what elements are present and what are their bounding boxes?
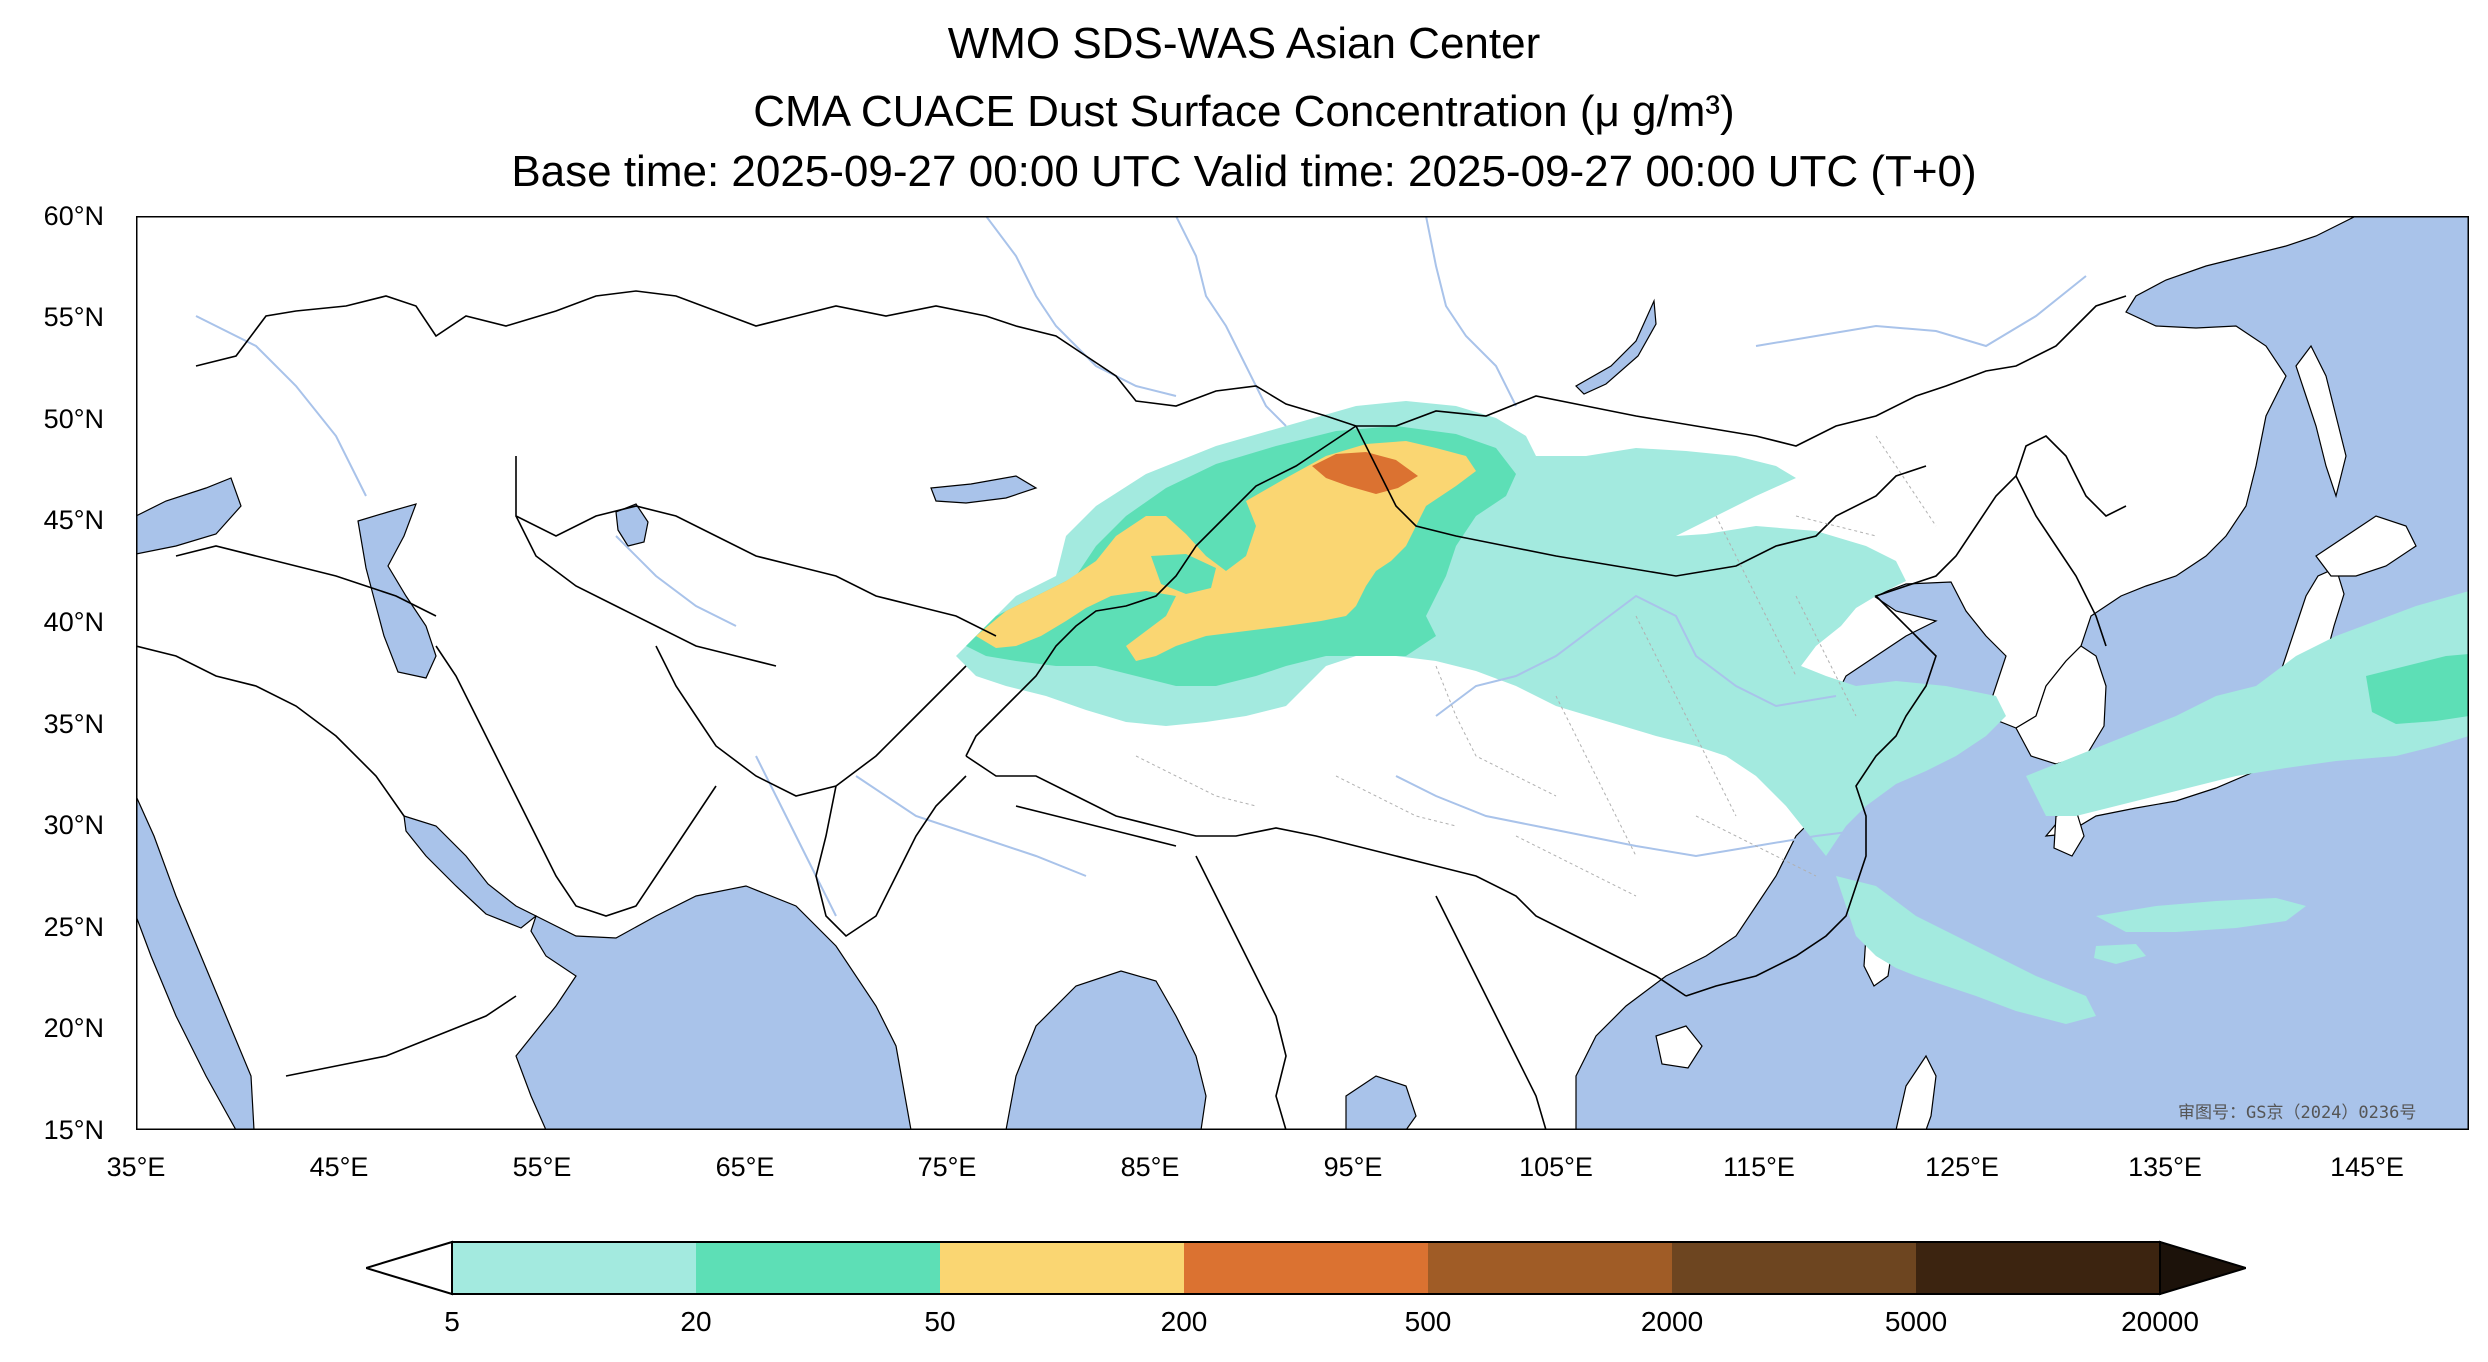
colorbar-label-2000: 2000: [1640, 1306, 1704, 1337]
arabian-sea: [515, 885, 912, 1130]
colorbar-over-arrow: [2159, 1240, 2246, 1296]
lat-label-30: 30°N: [43, 810, 104, 840]
lat-label-60: 60°N: [43, 201, 104, 231]
province-borders: [1135, 435, 1937, 897]
lat-label-25: 25°N: [43, 912, 104, 942]
border-china-coast: [1685, 435, 2127, 997]
lake-baikal: [1575, 298, 1657, 395]
map-frame: [136, 216, 2469, 1130]
river-yenisei: [1425, 216, 1517, 407]
lon-label-75: 75°E: [917, 1152, 977, 1182]
colorbar-seg-50-200: [940, 1242, 1184, 1294]
colorbar-label-5000: 5000: [1884, 1306, 1948, 1337]
caspian-sea: [357, 503, 437, 679]
korea: [2015, 645, 2107, 765]
colorbar-seg-200-500: [1184, 1242, 1428, 1294]
lon-label-115: 115°E: [1723, 1152, 1795, 1182]
dust-level-5-20-patch: [2096, 898, 2306, 932]
lon-label-45: 45°E: [309, 1152, 369, 1182]
border-russia-kazakhstan: [195, 290, 1357, 427]
dust-level-200-500: [1312, 452, 1418, 494]
river-ob: [1175, 216, 1287, 427]
river-amu-darya: [615, 535, 737, 627]
red-sea: [136, 795, 255, 1130]
colorbar: [366, 1240, 2246, 1296]
chart-subtitle: CMA CUACE Dust Surface Concentration (μ …: [753, 87, 1735, 136]
lon-label-85: 85°E: [1120, 1152, 1180, 1182]
lon-label-55: 55°E: [512, 1152, 572, 1182]
border-uzbekistan-turkmenistan: [515, 515, 777, 667]
black-sea: [136, 477, 242, 555]
colorbar-seg-20-50: [696, 1242, 940, 1294]
colorbar-label-20: 20: [680, 1306, 712, 1337]
dust-concentration-map: [136, 216, 2469, 1130]
lon-label-145: 145°E: [2330, 1152, 2404, 1182]
river-ganges: [855, 775, 1087, 877]
border-laos-vietnam: [1435, 895, 1547, 1130]
bay-of-bengal: [1005, 970, 1207, 1130]
river-volga: [195, 315, 367, 497]
lat-label-40: 40°N: [43, 607, 104, 637]
sakhalin: [2295, 344, 2347, 499]
lake-balkhash: [930, 475, 1038, 504]
dust-level-5-20-patch2: [2094, 944, 2146, 964]
border-mongolia-china: [1355, 425, 1927, 577]
dust-shading: [956, 401, 2469, 1024]
colorbar-label-50: 50: [924, 1306, 956, 1337]
map-approval-watermark: 审图号：GS京（2024）0236号: [2178, 1103, 2417, 1123]
river-yellow: [1435, 594, 1837, 717]
country-borders: [136, 290, 2127, 1130]
dust-level-20-50-japan: [2366, 654, 2469, 724]
lon-label-125: 125°E: [1925, 1152, 1999, 1182]
lon-label-65: 65°E: [715, 1152, 775, 1182]
border-saudi-yemen: [285, 995, 517, 1077]
river-irtysh: [985, 216, 1177, 397]
lon-label-35: 35°E: [106, 1152, 166, 1182]
chart-title: WMO SDS-WAS Asian Center: [947, 19, 1541, 68]
lon-label-105: 105°E: [1519, 1152, 1593, 1182]
colorbar-seg-2000-5000: [1672, 1242, 1916, 1294]
lat-label-20: 20°N: [43, 1013, 104, 1043]
colorbar-seg-5-20: [452, 1242, 696, 1294]
lat-label-45: 45°N: [43, 505, 104, 535]
border-china-west: [965, 425, 1357, 757]
aral-sea: [615, 503, 649, 547]
border-myanmar: [1195, 855, 1287, 1130]
border-iran: [435, 645, 717, 917]
luzon: [1895, 1054, 1937, 1130]
colorbar-label-500: 500: [1404, 1306, 1452, 1337]
border-kazakhstan-uzbekistan: [515, 456, 997, 637]
colorbar-label-5: 5: [444, 1306, 460, 1337]
persian-gulf: [403, 815, 538, 929]
lon-label-135: 135°E: [2128, 1152, 2202, 1182]
hainan: [1655, 1025, 1703, 1069]
border-pakistan-india: [815, 775, 967, 938]
colorbar-under-arrow: [366, 1240, 453, 1296]
border-korea-china: [2015, 475, 2107, 647]
border-india-nepal: [1015, 805, 1177, 847]
japan-hokkaido: [2315, 515, 2417, 577]
lat-label-50: 50°N: [43, 404, 104, 434]
border-turkey-caucasus: [175, 545, 437, 617]
time-info: Base time: 2025-09-27 00:00 UTC Valid ti…: [511, 147, 1977, 196]
lat-label-15: 15°N: [43, 1115, 104, 1145]
border-iraq-saudi: [136, 645, 405, 817]
dust-level-50-200: [976, 441, 1476, 661]
lat-label-55: 55°N: [43, 302, 104, 332]
colorbar-label-20000: 20000: [2121, 1306, 2199, 1337]
river-yangtze: [1395, 775, 1857, 858]
lat-label-35: 35°N: [43, 709, 104, 739]
river-amur: [1755, 275, 2087, 348]
border-china-south: [965, 755, 1687, 997]
colorbar-label-200: 200: [1160, 1306, 1208, 1337]
colorbar-seg-500-2000: [1428, 1242, 1672, 1294]
colorbar-seg-5000-20000: [1916, 1242, 2160, 1294]
border-russia-mongolia: [1356, 295, 2127, 447]
gulf-of-thailand: [1345, 1075, 1417, 1130]
dust-level-5-20-japan: [2026, 591, 2469, 816]
lon-label-95: 95°E: [1323, 1152, 1383, 1182]
border-afghanistan: [655, 645, 967, 797]
